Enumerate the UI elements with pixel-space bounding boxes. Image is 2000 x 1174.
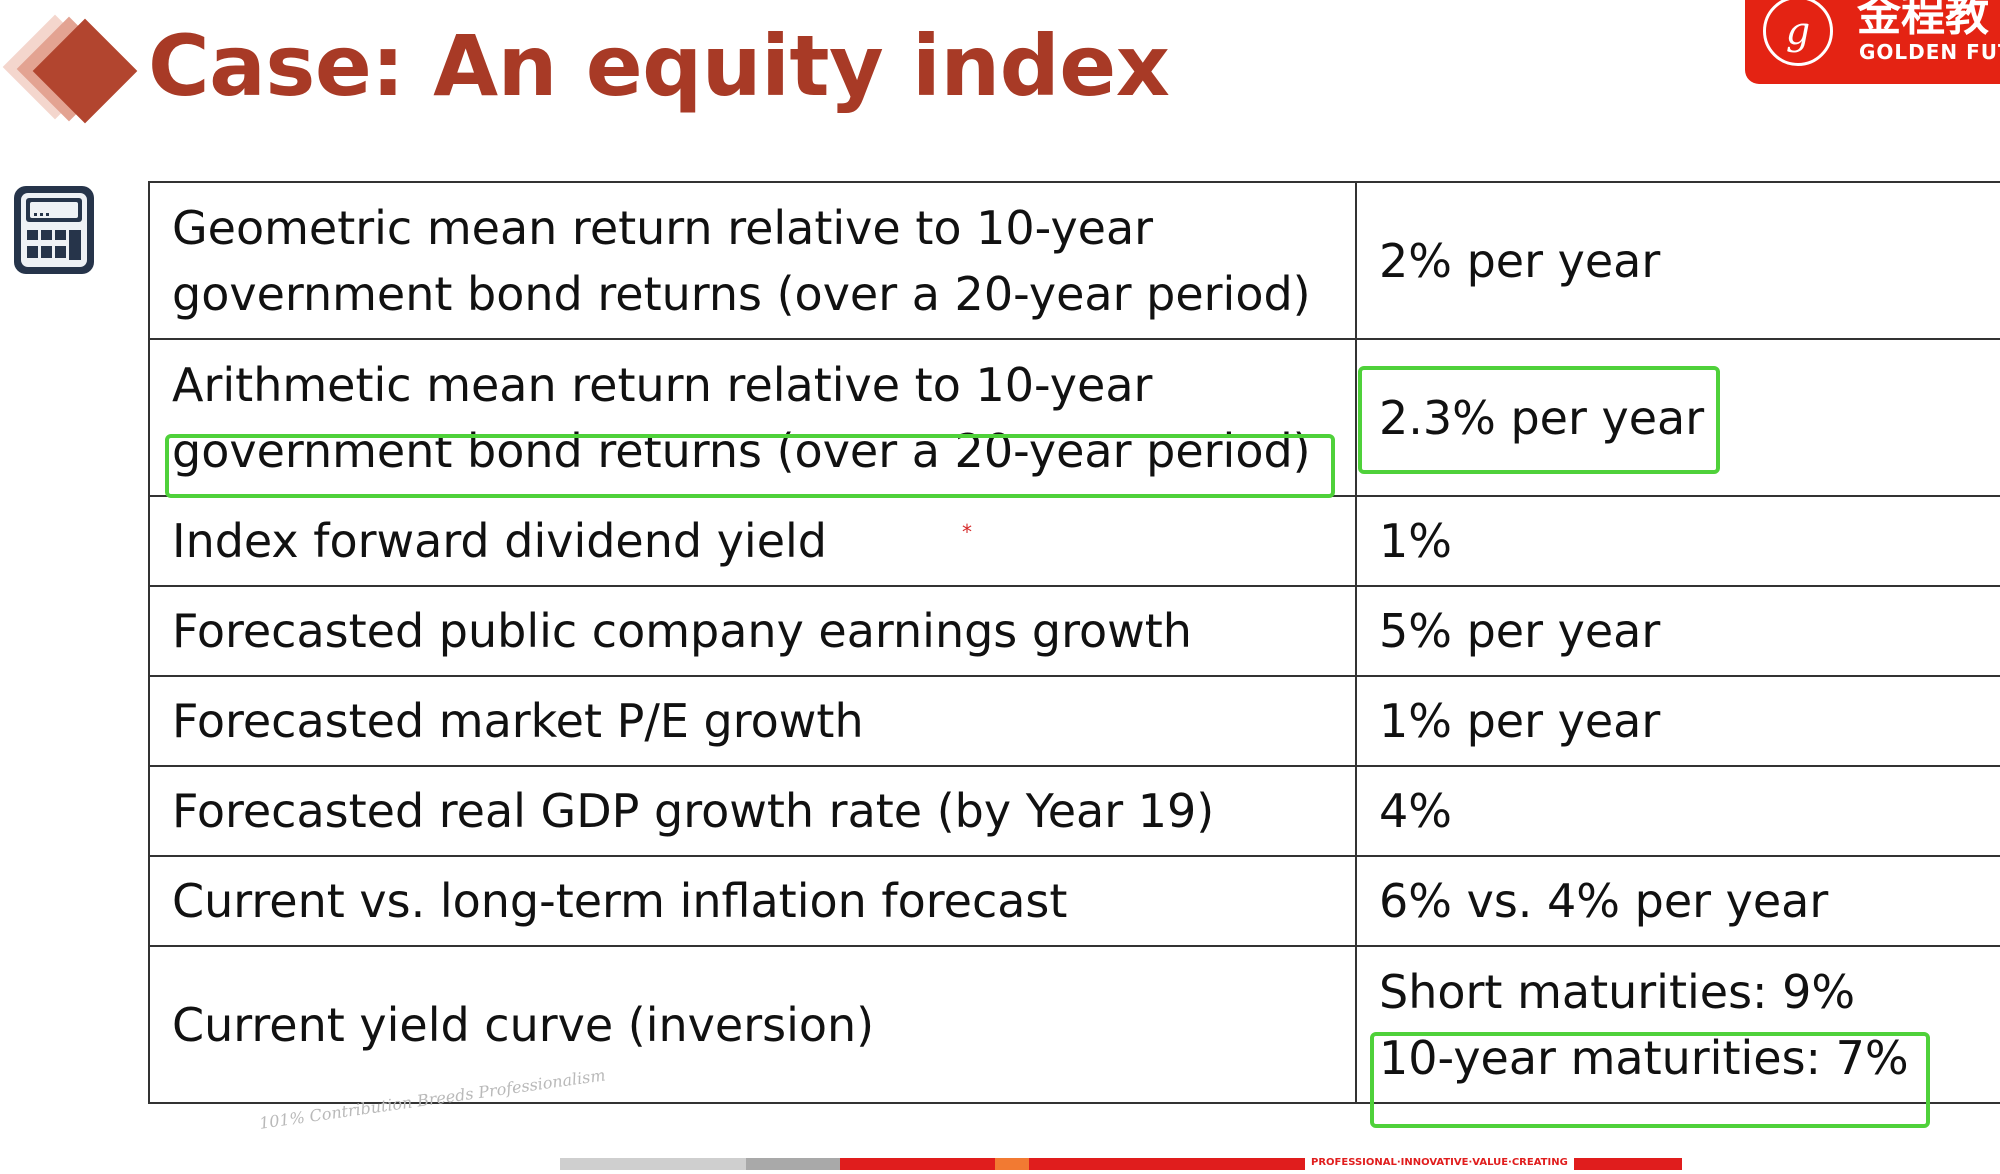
logo-chinese-text: 金程教	[1857, 0, 1989, 41]
highlight-box-10-year-maturities	[1370, 1032, 1930, 1128]
row-value: 5% per year	[1355, 585, 2000, 677]
table-row: Geometric mean return relative to 10-yea…	[148, 181, 2000, 340]
row-label: Geometric mean return relative to 10-yea…	[148, 181, 1357, 340]
row-value: Short maturities: 9% 10-year maturities:…	[1355, 945, 2000, 1104]
row-value: 2% per year	[1355, 181, 2000, 340]
logo: g 金程教 GOLDEN FUT	[1745, 0, 2000, 84]
calculator-icon	[14, 186, 94, 274]
row-label: Current yield curve (inversion)	[148, 945, 1357, 1104]
row-label: Arithmetic mean return relative to 10-ye…	[148, 338, 1357, 497]
highlight-box-arithmetic-period	[165, 434, 1335, 498]
logo-english-text: GOLDEN FUT	[1859, 40, 2000, 64]
table-row: Forecasted public company earnings growt…	[148, 585, 2000, 677]
table-row: Current yield curve (inversion) Short ma…	[148, 945, 2000, 1104]
logo-seal-icon: g	[1763, 0, 1833, 66]
row-label: Forecasted market P/E growth	[148, 675, 1357, 767]
row-value: 4%	[1355, 765, 2000, 857]
table-row: Forecasted market P/E growth 1% per year	[148, 675, 2000, 767]
row-value: 1% per year	[1355, 675, 2000, 767]
row-value: 6% vs. 4% per year	[1355, 855, 2000, 947]
row-value: 1%	[1355, 495, 2000, 587]
row-label: Current vs. long-term inflation forecast	[148, 855, 1357, 947]
footer-slogan: PROFESSIONAL·INNOVATIVE·VALUE·CREATING	[1305, 1156, 1574, 1170]
page-title: Case: An equity index	[148, 17, 1170, 115]
assumptions-table: Geometric mean return relative to 10-yea…	[148, 181, 2000, 1104]
highlight-box-arithmetic-value	[1358, 366, 1720, 474]
table-row: Current vs. long-term inflation forecast…	[148, 855, 2000, 947]
title-diamond-icon	[0, 8, 140, 128]
table-row: Forecasted real GDP growth rate (by Year…	[148, 765, 2000, 857]
row-label: Index forward dividend yield	[148, 495, 1357, 587]
row-label: Forecasted real GDP growth rate (by Year…	[148, 765, 1357, 857]
row-label: Forecasted public company earnings growt…	[148, 585, 1357, 677]
table-row: Index forward dividend yield 1%	[148, 495, 2000, 587]
annotation-mark: *	[962, 520, 972, 544]
